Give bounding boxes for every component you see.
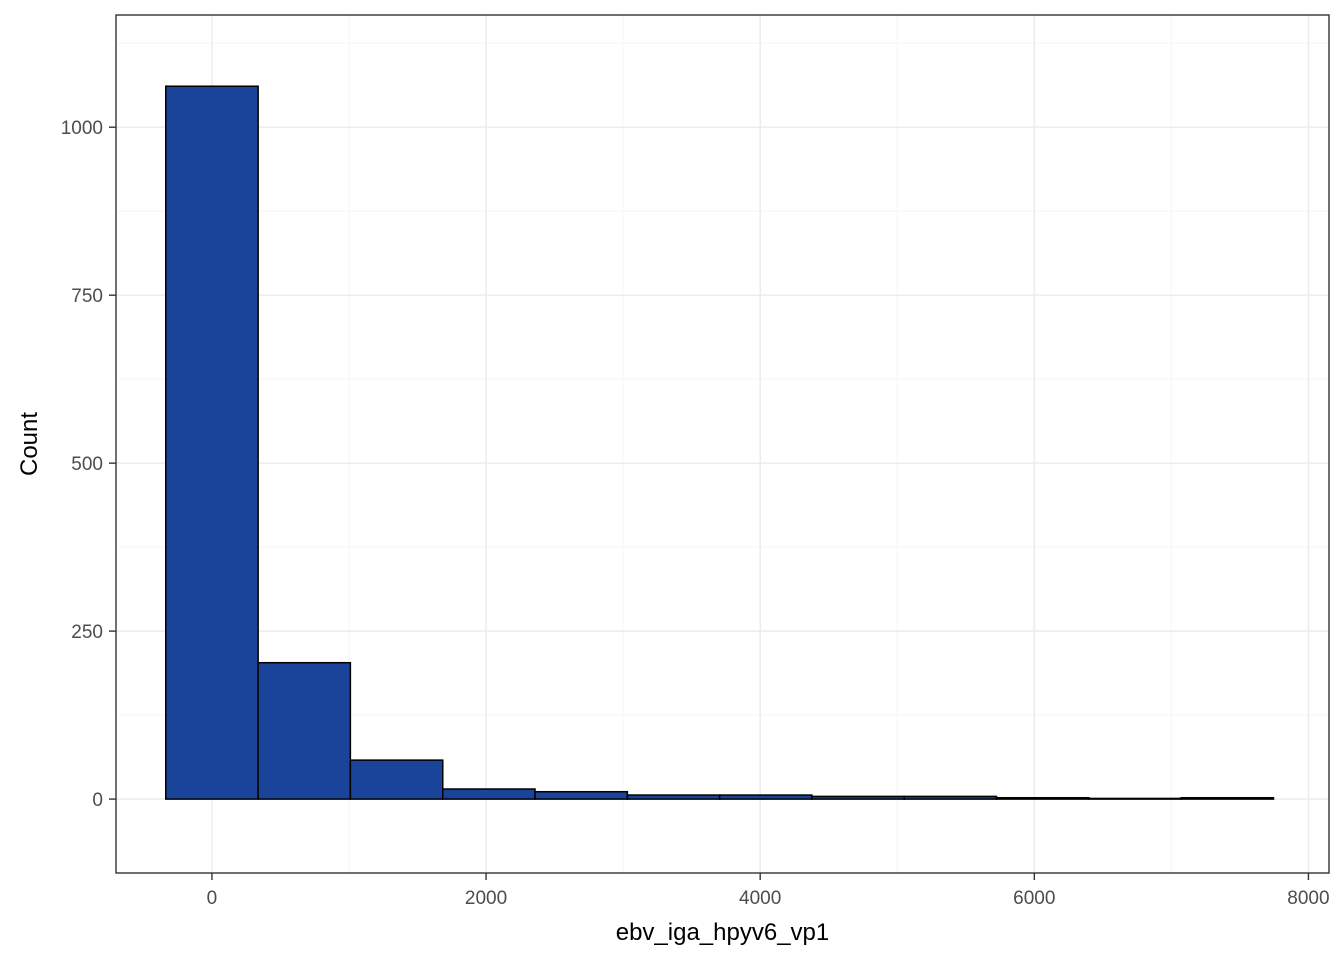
histogram-bar bbox=[903, 795, 998, 800]
histogram-bar bbox=[1180, 796, 1275, 800]
histogram-bar bbox=[534, 790, 629, 800]
y-tick-label: 0 bbox=[92, 790, 103, 811]
histogram-bar bbox=[442, 788, 536, 800]
histogram-bar bbox=[811, 795, 905, 800]
y-tick-label: 500 bbox=[71, 454, 103, 475]
histogram-bar bbox=[995, 796, 1090, 800]
histogram-bar bbox=[257, 661, 352, 800]
histogram-bar bbox=[626, 794, 721, 800]
histogram-bars bbox=[165, 85, 1275, 800]
histogram-bar bbox=[718, 794, 813, 800]
y-axis-title: Count bbox=[16, 412, 43, 476]
x-tick-label: 2000 bbox=[465, 888, 507, 909]
x-axis-title: ebv_iga_hpyv6_vp1 bbox=[616, 919, 830, 946]
histogram-bar bbox=[349, 759, 444, 800]
x-tick-label: 0 bbox=[207, 888, 218, 909]
x-tick-label: 4000 bbox=[739, 888, 781, 909]
y-tick-label: 1000 bbox=[61, 118, 103, 139]
minor-gridlines bbox=[116, 15, 1329, 873]
x-axis: 0 2000 4000 6000 8000 bbox=[207, 873, 1330, 909]
x-tick-label: 8000 bbox=[1287, 888, 1329, 909]
x-tick-label: 6000 bbox=[1013, 888, 1055, 909]
histogram-bar bbox=[1088, 797, 1182, 800]
histogram-bar bbox=[165, 85, 259, 800]
y-tick-label: 750 bbox=[71, 286, 103, 307]
y-axis: 0 250 500 750 1000 bbox=[61, 118, 116, 811]
panel-border bbox=[115, 14, 1330, 874]
y-tick-label: 250 bbox=[71, 622, 103, 643]
